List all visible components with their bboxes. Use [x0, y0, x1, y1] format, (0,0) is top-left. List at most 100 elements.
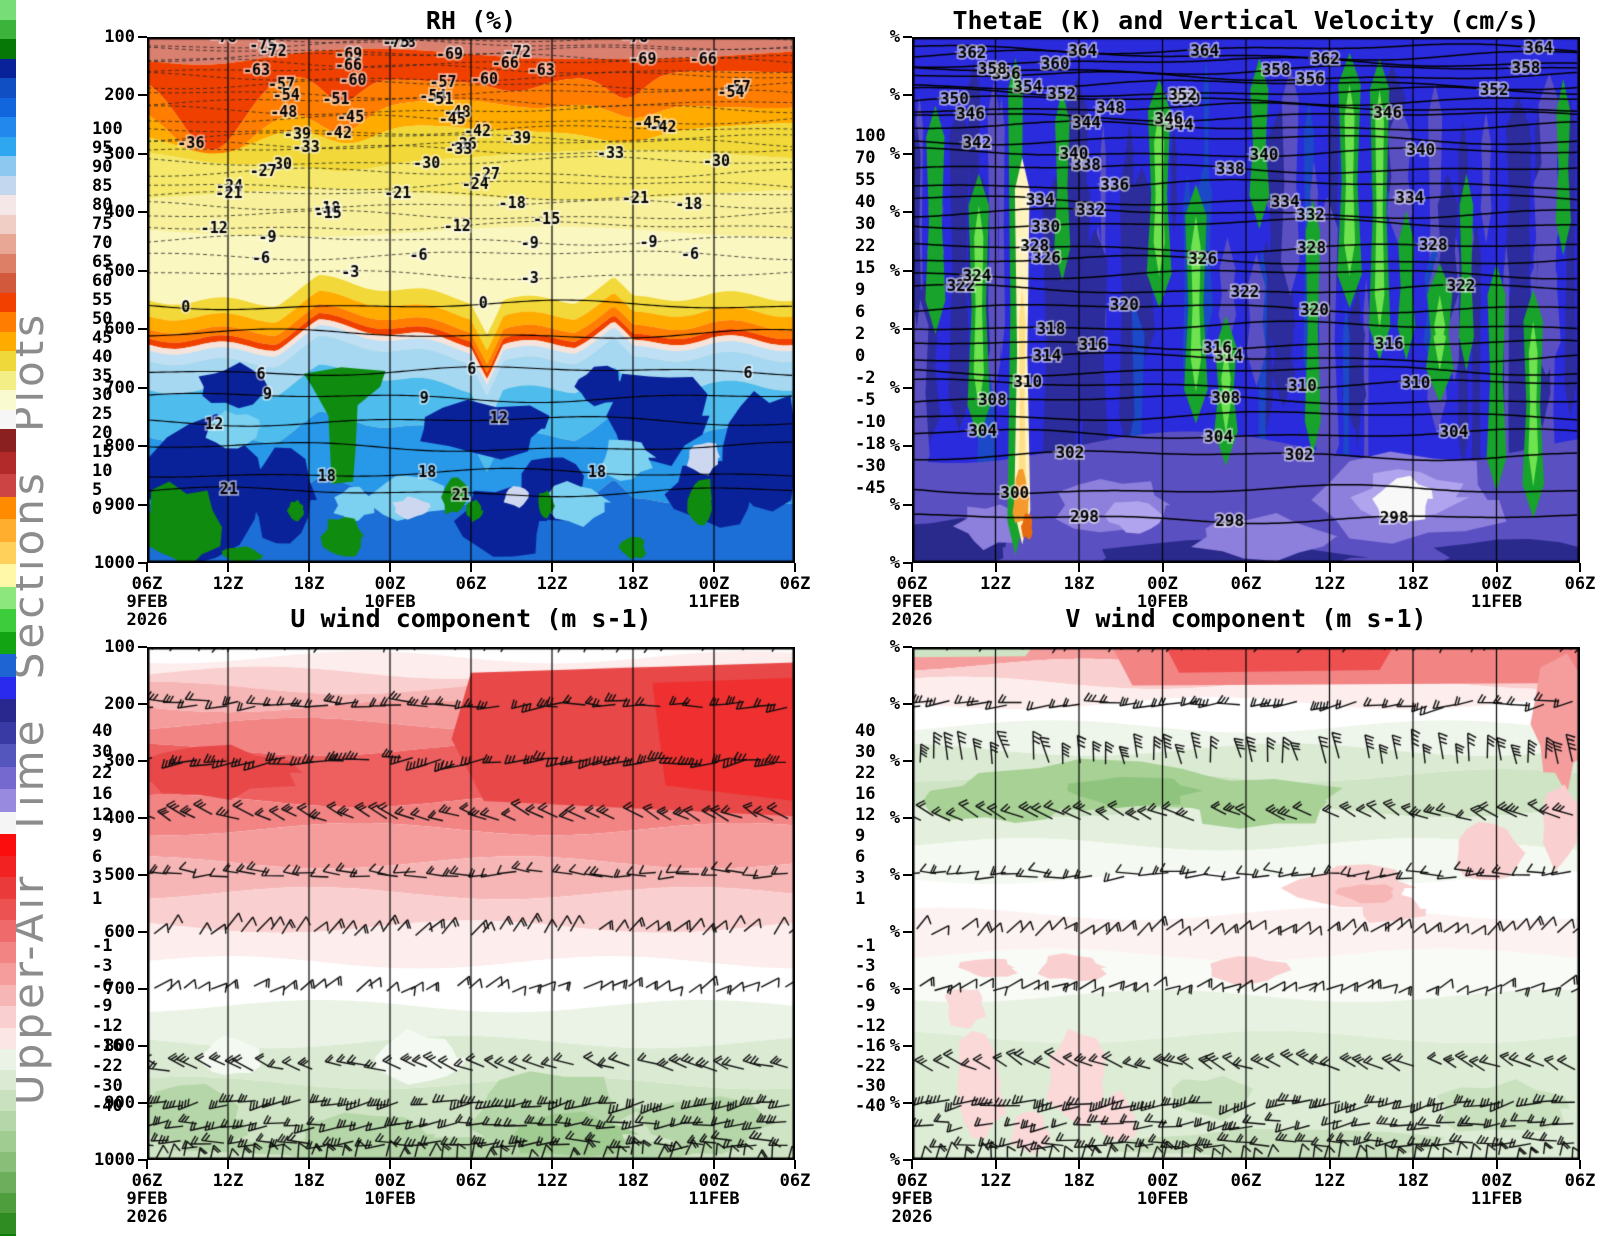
y-axis-tick	[903, 874, 912, 876]
colorbar-label: 22	[855, 763, 876, 783]
colorbar-swatch	[0, 1027, 16, 1049]
u-field-canvas	[147, 647, 795, 1160]
x-axis-tick	[308, 563, 310, 572]
x-axis-tick	[551, 563, 553, 572]
y-axis-tick	[138, 988, 147, 990]
x-axis-tick	[146, 563, 148, 572]
colorbar-swatch	[0, 1090, 16, 1111]
x-axis-date-label: 2026	[126, 1207, 168, 1227]
x-axis-tick-label: 00Z	[374, 574, 406, 594]
colorbar-label: 40	[855, 192, 876, 212]
colorbar-label: 30	[855, 742, 876, 762]
colorbar-swatch	[0, 312, 16, 332]
colorbar-label: 16	[855, 784, 876, 804]
x-axis-tick-label: 18Z	[617, 1171, 649, 1191]
y-axis-tick	[138, 703, 147, 705]
colorbar-label: 15	[855, 258, 876, 278]
colorbar-label: 30	[92, 385, 113, 405]
y-axis-tick-label: %	[889, 1036, 900, 1056]
y-axis-tick-label: 500	[104, 865, 135, 885]
colorbar-swatch	[0, 1131, 16, 1152]
y-axis-tick-label: %	[889, 979, 900, 999]
colorbar-label: -16	[855, 1036, 886, 1056]
y-axis-tick-label: 100	[104, 27, 135, 47]
y-axis-tick	[138, 562, 147, 564]
colorbar-swatch	[0, 941, 16, 963]
y-axis-tick	[903, 445, 912, 448]
colorbar-swatch	[0, 58, 16, 78]
colorbar-swatch	[0, 292, 16, 312]
x-axis-tick	[1078, 1160, 1080, 1169]
y-axis-tick-label: 700	[104, 377, 135, 398]
colorbar-swatch	[0, 19, 16, 39]
x-axis-date-label: 11FEB	[1470, 1189, 1523, 1209]
colorbar-label: 9	[855, 826, 866, 846]
colorbar-label: -16	[92, 1036, 123, 1056]
colorbar-swatch	[0, 39, 16, 59]
x-axis-tick-label: 06Z	[131, 574, 163, 594]
colorbar-label: 22	[92, 763, 113, 783]
x-axis-tick	[1161, 1160, 1164, 1169]
colorbar-swatch	[0, 564, 16, 587]
colorbar-label: -45	[855, 478, 886, 498]
x-axis-tick	[1495, 1160, 1498, 1169]
y-axis-tick	[138, 874, 147, 876]
colorbar-label: 0	[92, 499, 103, 519]
colorbar-swatch	[0, 855, 16, 877]
x-axis-date-label: 9FEB	[126, 592, 168, 612]
x-axis-tick-label: 00Z	[698, 1171, 730, 1191]
y-axis-tick	[903, 817, 912, 819]
colorbar-swatch	[0, 1151, 16, 1172]
colorbar-swatch	[0, 676, 16, 699]
colorbar-swatch	[0, 273, 16, 293]
y-axis-tick	[903, 269, 912, 272]
colorbar-label: -40	[855, 1096, 886, 1116]
y-axis-tick	[903, 36, 912, 38]
y-axis-tick	[138, 152, 147, 155]
colorbar-swatch	[0, 541, 16, 564]
x-axis-tick-label: 18Z	[1063, 574, 1095, 594]
x-axis-date-label: 2026	[126, 610, 168, 630]
y-axis-tick-label: 700	[104, 979, 135, 999]
colorbar-label: 80	[92, 195, 113, 215]
y-axis-tick-label: 1000	[94, 553, 135, 573]
x-axis-tick-label: 18Z	[1063, 1171, 1095, 1191]
colorbar-label: -40	[92, 1096, 123, 1116]
y-axis-tick-label: %	[889, 143, 900, 164]
y-axis-tick-label: %	[889, 260, 900, 281]
y-axis-tick-label: 600	[104, 319, 135, 340]
x-axis-tick	[713, 1160, 715, 1169]
x-axis-tick-label: 18Z	[1397, 574, 1429, 594]
colorbar-label: -12	[92, 1016, 123, 1036]
y-axis-tick	[903, 94, 912, 97]
y-axis-tick-label: 200	[104, 85, 135, 106]
y-axis-tick-label: 400	[104, 808, 135, 828]
v-field-canvas	[912, 647, 1580, 1160]
colorbar-swatch	[0, 136, 16, 156]
y-axis-tick	[903, 760, 912, 762]
x-axis-tick-label: 06Z	[896, 1171, 928, 1191]
x-axis-date-label: 9FEB	[126, 1189, 168, 1209]
y-axis-tick	[138, 445, 147, 448]
y-axis-tick-label: 500	[104, 260, 135, 281]
x-axis-date-label: 10FEB	[364, 1189, 416, 1209]
colorbar-label: 35	[92, 366, 113, 386]
y-axis-tick-label: %	[889, 637, 900, 657]
colorbar-label: 9	[92, 826, 103, 846]
colorbar-label: -6	[92, 976, 113, 996]
colorbar-swatch	[0, 175, 16, 195]
y-axis-tick	[903, 1045, 912, 1047]
x-axis-tick	[1412, 563, 1414, 572]
colorbar-label: 90	[92, 157, 113, 177]
y-axis-tick-label: %	[889, 553, 900, 573]
colorbar-label: 10	[92, 461, 113, 481]
colorbar-label: 75	[92, 214, 113, 234]
colorbar-swatch	[0, 811, 16, 834]
colorbar-swatch	[0, 654, 16, 677]
colorbar-label: 12	[855, 805, 876, 825]
y-axis-tick-label: %	[889, 922, 900, 942]
colorbar-swatch	[0, 1172, 16, 1193]
colorbar-label: 50	[92, 309, 113, 329]
colorbar-swatch	[0, 609, 16, 632]
colorbar-label: 55	[855, 170, 876, 190]
